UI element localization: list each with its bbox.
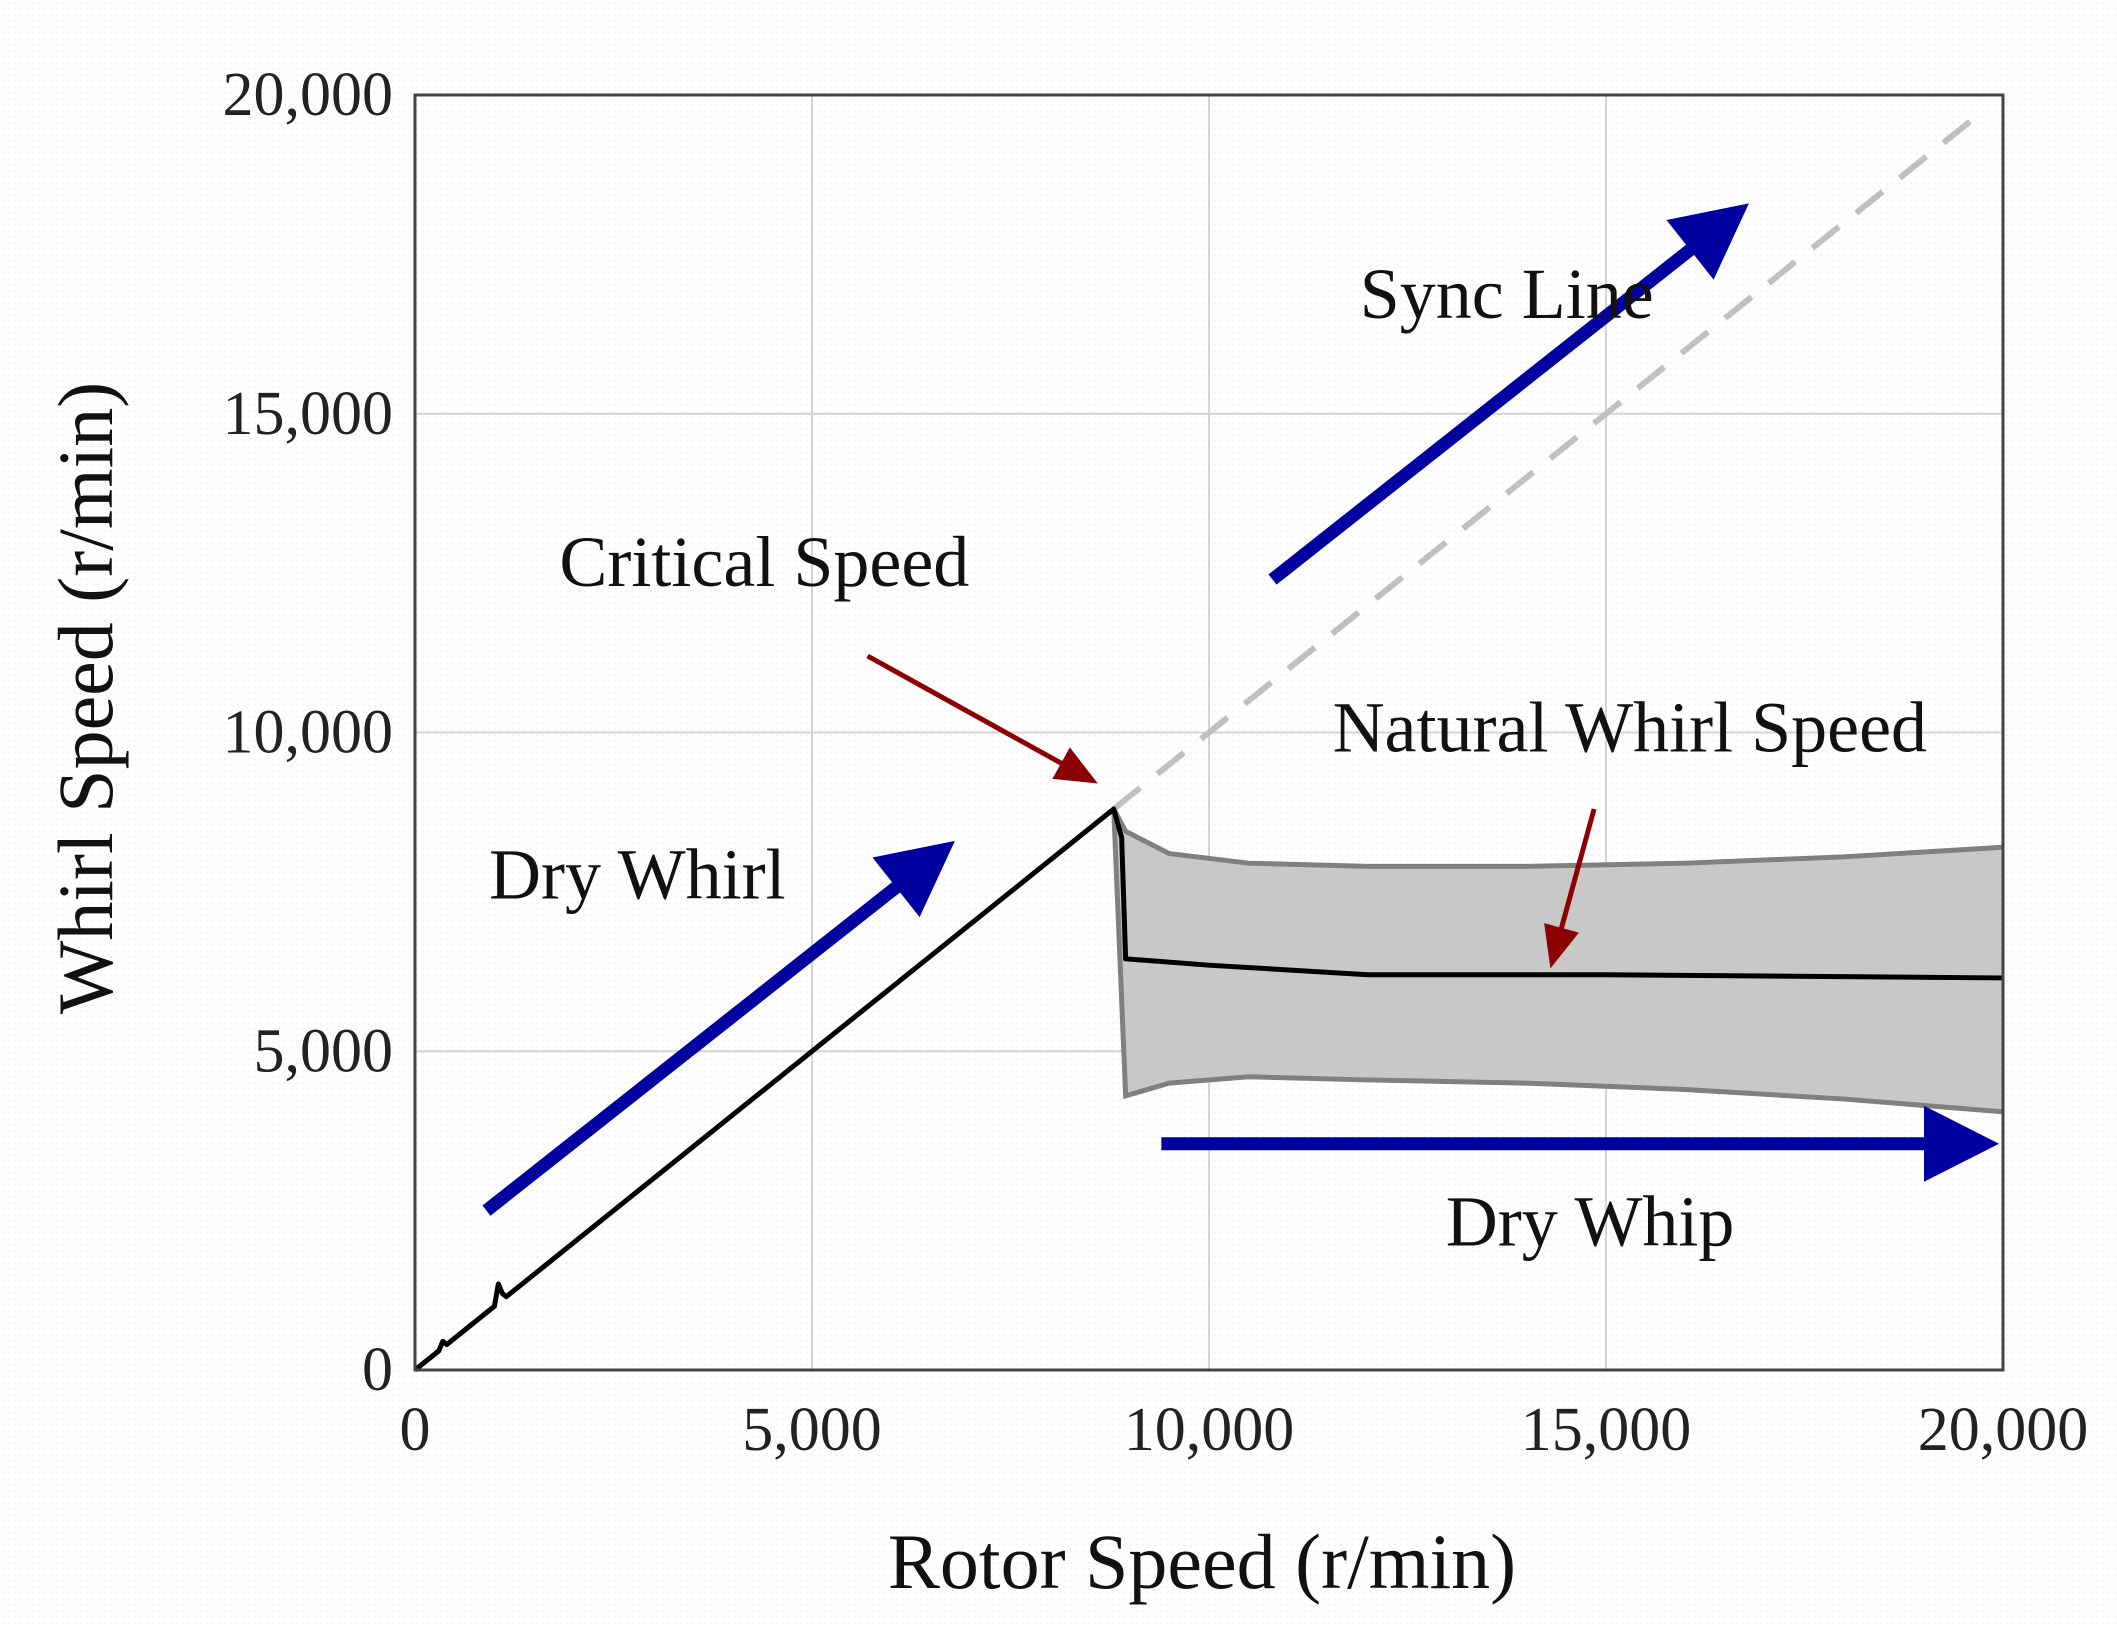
x-axis-title: Rotor Speed (r/min): [888, 1518, 1516, 1605]
annotation-dry-whirl: Dry Whirl: [489, 834, 786, 914]
dry-whip-arrow-head: [1924, 1105, 2000, 1182]
x-tick-label: 0: [400, 1396, 431, 1464]
sync-line-arrow-shaft: [1268, 242, 1698, 585]
annotation-critical-speed: Critical Speed: [559, 522, 969, 602]
critical-speed-arrow-shaft: [866, 653, 1066, 768]
critical-speed-arrow-head: [1052, 747, 1098, 784]
annotation-dry-whip: Dry Whip: [1446, 1182, 1735, 1262]
y-tick-label: 15,000: [223, 380, 394, 448]
annotation-sync-line: Sync Line: [1360, 254, 1654, 334]
natural-whirl-arrow-shaft: [1558, 808, 1597, 933]
annotation-natural-whirl-speed: Natural Whirl Speed: [1333, 688, 1928, 768]
dry-whirl-arrow-shaft: [482, 879, 904, 1216]
x-tick-label: 20,000: [1918, 1396, 2089, 1464]
y-axis-title: Whirl Speed (r/min): [42, 382, 129, 1015]
whirl-speed-series: [413, 806, 2004, 1372]
plot-frame: [413, 93, 2005, 1372]
sync-line-arrow-head: [1666, 203, 1749, 280]
dry-whirl-arrow-head: [872, 840, 955, 918]
y-tick-label: 5,000: [254, 1017, 394, 1085]
band-lower-edge: [1111, 808, 2004, 1115]
natural-whirl-band: [1113, 809, 2003, 1112]
y-tick-label: 20,000: [223, 61, 394, 129]
y-tick-label: 0: [362, 1336, 393, 1404]
x-tick-label: 15,000: [1521, 1396, 1692, 1464]
sync-line-series: [1111, 111, 1982, 812]
y-tick-label: 10,000: [223, 699, 394, 767]
x-tick-label: 5,000: [742, 1396, 882, 1464]
x-tick-label: 10,000: [1124, 1396, 1295, 1464]
band-upper-edge: [1111, 807, 2004, 869]
natural-whirl-arrow-head: [1544, 923, 1579, 969]
